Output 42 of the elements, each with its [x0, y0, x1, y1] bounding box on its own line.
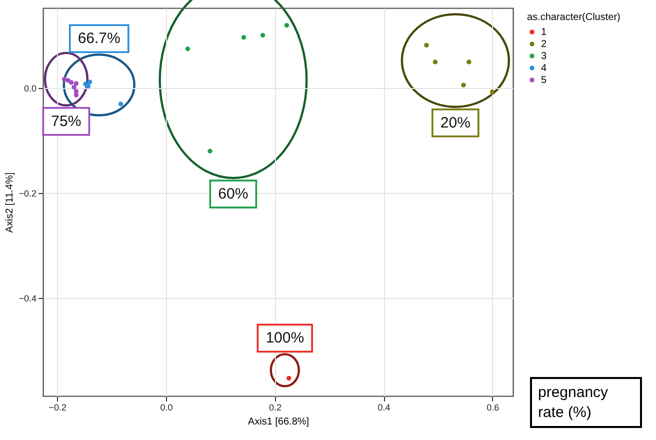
x-tick-label: 0.2 — [268, 402, 282, 412]
point — [87, 80, 92, 84]
point — [62, 76, 67, 82]
point — [286, 376, 292, 381]
legend-label: 2 — [541, 39, 547, 50]
point — [68, 80, 74, 85]
x-tick-label: 0.0 — [160, 402, 173, 412]
point — [185, 46, 190, 52]
y-axis-title: Axis2 [11.4%] — [4, 172, 16, 233]
point — [86, 84, 90, 88]
point — [241, 35, 246, 40]
legend-label: 4 — [541, 63, 547, 74]
x-axis-title: Axis1 [66.8%] — [248, 416, 310, 428]
point — [284, 22, 290, 28]
y-tick-label: −0.4 — [18, 293, 36, 304]
point — [66, 78, 70, 83]
point — [260, 32, 266, 38]
legend-label: 3 — [541, 51, 547, 62]
point — [424, 42, 429, 48]
x-tick-label: −0.2 — [48, 402, 67, 412]
text: pregnancy rate (%) — [530, 377, 642, 428]
y-tick-label: 0.0 — [24, 84, 36, 94]
annotation: 60% — [218, 186, 248, 203]
point — [466, 60, 472, 64]
point — [72, 84, 76, 90]
annotation: 66.7% — [78, 30, 120, 48]
point — [118, 102, 124, 106]
point — [74, 81, 79, 86]
point — [461, 82, 466, 88]
y-tick-label: −0.2 — [18, 188, 36, 199]
point — [490, 90, 495, 94]
annotation: 20% — [440, 114, 470, 132]
point — [432, 60, 438, 64]
x-tick-label: 0.6 — [486, 402, 500, 412]
legend-label: 1 — [541, 27, 547, 38]
point — [74, 92, 79, 98]
x-tick-label: 0.4 — [378, 402, 390, 412]
point — [208, 148, 212, 154]
annotation: 75% — [51, 112, 82, 130]
legend-label: 5 — [541, 75, 547, 86]
legend-title: as.character(Cluster) — [527, 12, 620, 23]
annotation: 100% — [266, 330, 304, 347]
